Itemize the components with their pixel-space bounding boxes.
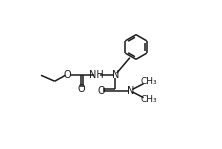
Text: NH: NH bbox=[89, 70, 104, 80]
Text: CH₃: CH₃ bbox=[140, 77, 157, 86]
Text: O: O bbox=[77, 84, 85, 94]
Text: CH₃: CH₃ bbox=[140, 95, 157, 104]
Text: N: N bbox=[127, 86, 135, 96]
Text: O: O bbox=[64, 70, 71, 80]
Text: N: N bbox=[112, 70, 119, 80]
Text: O: O bbox=[97, 86, 105, 96]
